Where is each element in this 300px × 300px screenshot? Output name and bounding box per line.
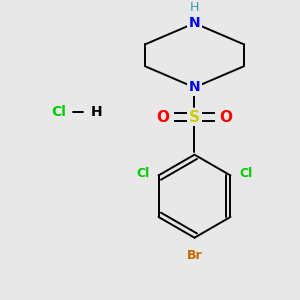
Text: Br: Br <box>187 249 202 262</box>
Text: S: S <box>189 110 200 124</box>
Text: O: O <box>156 110 170 124</box>
Text: N: N <box>189 80 200 94</box>
Text: O: O <box>220 110 232 124</box>
Text: Cl: Cl <box>136 167 149 180</box>
Text: Cl: Cl <box>240 167 253 180</box>
Text: N: N <box>189 16 200 30</box>
Text: H: H <box>190 1 199 14</box>
Text: H: H <box>91 105 102 119</box>
Text: Cl: Cl <box>52 105 67 119</box>
